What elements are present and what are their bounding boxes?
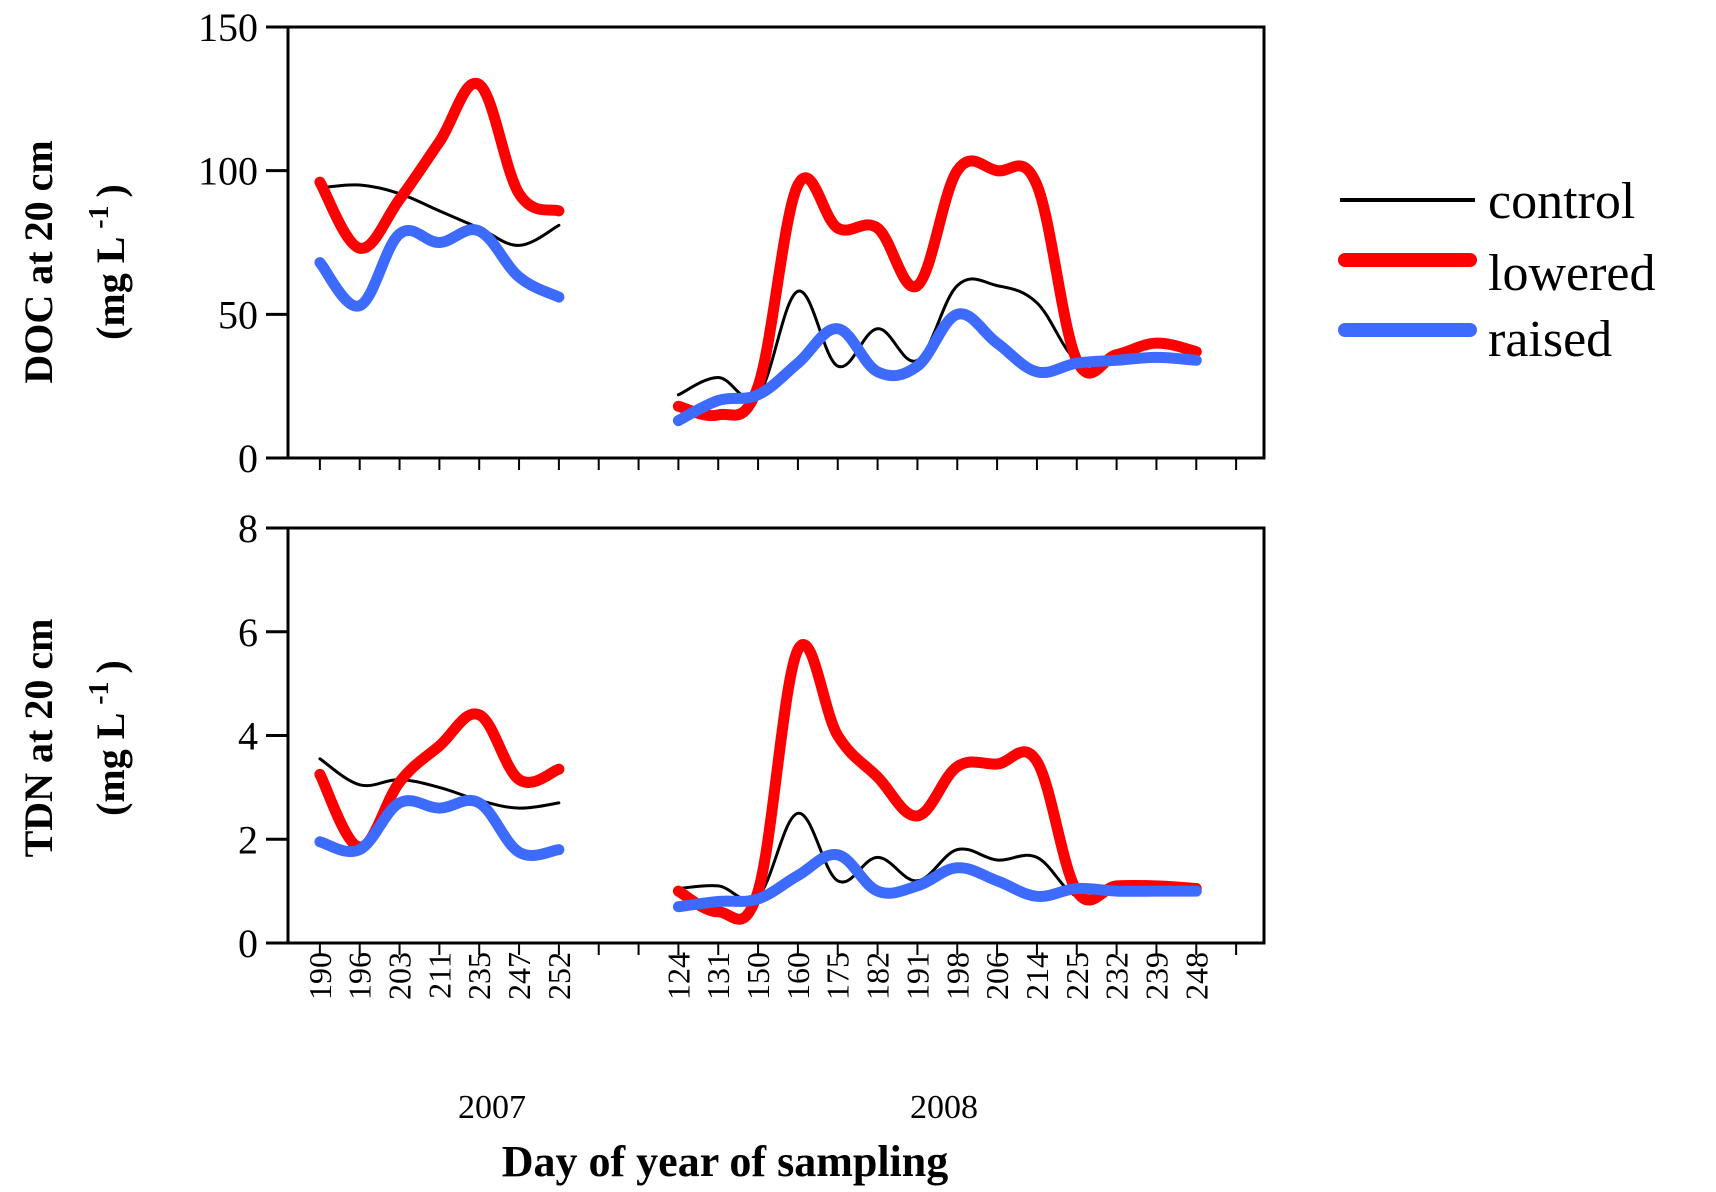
tdn-series-raised-2007 — [314, 794, 565, 861]
tdn-ytick-label: 8 — [238, 506, 258, 551]
tdn-series-raised-2008 — [672, 849, 1202, 913]
doc-y-axis: 0 50 100 150 — [198, 5, 288, 481]
doc-panel: 0 50 100 150 DOC at 20 cm (mg L -1) — [16, 5, 1266, 481]
x-tick-label: 225 — [1059, 952, 1095, 1000]
tdn-y-axis-units: (mg L -1) — [84, 660, 133, 816]
x-tick-label: 247 — [501, 952, 537, 1000]
doc-ylabel-close: ) — [88, 184, 133, 197]
legend-label-raised: raised — [1488, 311, 1612, 368]
x-tick-label: 198 — [939, 952, 975, 1000]
doc-series-group — [314, 77, 1202, 427]
doc-y-axis-title: DOC at 20 cm — [16, 140, 61, 383]
x-tick-label: 206 — [979, 952, 1015, 1000]
tdn-y-axis: 0 2 4 6 8 — [238, 506, 288, 966]
doc-x-axis-ticks — [318, 458, 1238, 470]
year-label-2008: 2008 — [910, 1089, 978, 1126]
doc-series-raised-2007 — [314, 224, 565, 312]
x-tick-label: 182 — [860, 952, 896, 1000]
tdn-ylabel-units: (mg L — [88, 714, 133, 816]
doc-ylabel-exponent: -1 — [84, 205, 115, 228]
x-tick-label: 190 — [302, 952, 338, 1000]
tdn-ytick-label: 4 — [238, 714, 258, 759]
doc-ylabel-units: (mg L — [88, 238, 133, 340]
x-tick-labels: 190 196 203 211 235 247 252 124 131 150 160 175 182 1… — [302, 952, 1214, 1000]
tdn-x-axis-ticks — [318, 943, 1238, 955]
x-tick-label: 235 — [461, 952, 497, 1000]
doc-series-lowered-2008 — [672, 155, 1202, 422]
x-tick-label: 131 — [700, 952, 736, 1000]
x-tick-label: 252 — [541, 952, 577, 1000]
x-tick-label: 124 — [660, 952, 696, 1000]
doc-ytick-label: 150 — [198, 5, 258, 50]
legend: control lowered raised — [1338, 173, 1655, 368]
x-tick-label: 191 — [899, 952, 935, 1000]
x-tick-label: 160 — [780, 952, 816, 1000]
x-tick-label: 232 — [1099, 952, 1135, 1000]
tdn-y-axis-title: TDN at 20 cm — [16, 619, 61, 858]
tdn-series-group — [314, 639, 1202, 925]
tdn-ylabel-exponent: -1 — [84, 681, 115, 704]
tdn-series-control-2007 — [318, 757, 561, 810]
doc-plot-frame — [286, 25, 1266, 460]
doc-series-raised-2008 — [672, 308, 1202, 427]
x-tick-label: 203 — [382, 952, 418, 1000]
year-label-2007: 2007 — [458, 1089, 526, 1126]
x-tick-label: 211 — [421, 952, 457, 999]
x-tick-label: 175 — [820, 952, 856, 1000]
legend-label-lowered: lowered — [1488, 245, 1655, 302]
doc-ylabel-line2: (mg L -1) — [84, 184, 133, 340]
doc-ytick-label: 50 — [218, 292, 258, 337]
x-tick-label: 214 — [1019, 952, 1055, 1000]
tdn-series-lowered-2008 — [672, 639, 1202, 925]
tdn-ylabel-line1: TDN at 20 cm — [16, 619, 61, 858]
tdn-series-lowered-2007 — [314, 708, 565, 853]
doc-ylabel-line1: DOC at 20 cm — [16, 140, 61, 383]
tdn-ytick-label: 6 — [238, 610, 258, 655]
legend-label-control: control — [1488, 173, 1635, 230]
x-tick-label: 239 — [1138, 952, 1174, 1000]
tdn-ytick-label: 0 — [238, 921, 258, 966]
x-tick-label: 248 — [1178, 952, 1214, 1000]
doc-series-control-2007 — [318, 183, 561, 247]
tdn-ylabel-close: ) — [88, 660, 133, 673]
doc-ytick-label: 0 — [238, 436, 258, 481]
tdn-ytick-label: 2 — [238, 817, 258, 862]
doc-y-axis-units: (mg L -1) — [84, 184, 133, 340]
tdn-ylabel-line2: (mg L -1) — [84, 660, 133, 816]
doc-series-lowered-2007 — [314, 77, 565, 254]
tdn-panel: 0 2 4 6 8 TDN at 20 cm (mg L -1) — [16, 506, 1266, 966]
x-tick-label: 150 — [740, 952, 776, 1000]
x-axis-title: Day of year of sampling — [502, 1137, 949, 1186]
doc-ytick-label: 100 — [198, 149, 258, 194]
x-tick-label: 196 — [342, 952, 378, 1000]
